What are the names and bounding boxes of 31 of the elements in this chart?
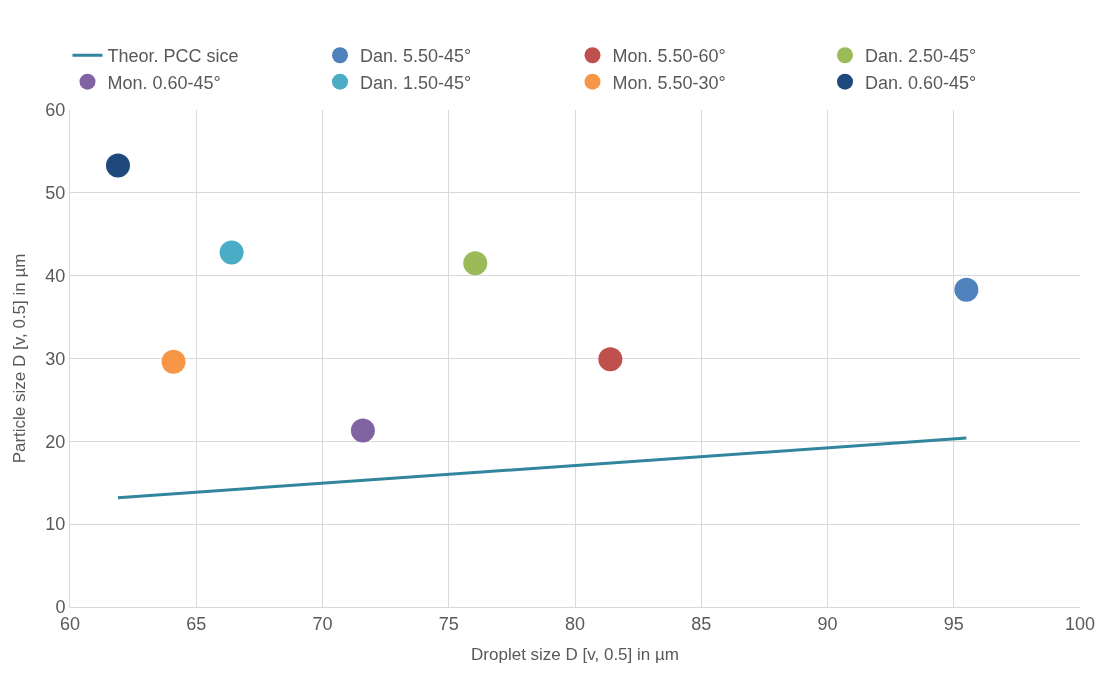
legend-label: Dan. 2.50-45° bbox=[865, 46, 977, 67]
x-tick-label: 95 bbox=[943, 613, 964, 634]
y-tick-label: 40 bbox=[45, 265, 66, 286]
x-tick-label: 70 bbox=[312, 613, 333, 634]
y-axis-title: Particle size D [v, 0.5] in µm bbox=[9, 253, 29, 464]
legend-label: Dan. 1.50-45° bbox=[360, 72, 472, 93]
x-tick-label: 75 bbox=[438, 613, 459, 634]
point bbox=[350, 418, 375, 443]
x-tick-label: 80 bbox=[564, 613, 586, 634]
x-tick-label: 90 bbox=[817, 613, 838, 634]
y-tick-label: 60 bbox=[45, 100, 66, 121]
y-tick-label: 20 bbox=[45, 431, 66, 452]
x-tick-label: 65 bbox=[186, 613, 207, 634]
legend-label: Theor. PCC sice bbox=[107, 46, 239, 67]
legend-label: Mon. 5.50-60° bbox=[612, 46, 726, 67]
point bbox=[598, 347, 623, 372]
y-tick-label: 10 bbox=[45, 514, 66, 535]
legend-label: Dan. 5.50-45° bbox=[360, 46, 472, 67]
x-axis-title: Droplet size D [v, 0.5] in µm bbox=[471, 645, 679, 664]
legend-label: Mon. 0.60-45° bbox=[107, 72, 221, 93]
y-tick-label: 50 bbox=[45, 183, 66, 204]
x-tick-label: 85 bbox=[691, 613, 712, 634]
y-tick-label: 30 bbox=[45, 348, 66, 369]
point bbox=[105, 153, 130, 178]
point bbox=[219, 240, 244, 265]
legend-label: Mon. 5.50-30° bbox=[612, 72, 726, 93]
point bbox=[161, 349, 186, 374]
x-tick-label: 100 bbox=[1064, 613, 1096, 634]
point bbox=[463, 251, 488, 276]
legend-label: Dan. 0.60-45° bbox=[865, 72, 977, 93]
point bbox=[954, 277, 979, 302]
